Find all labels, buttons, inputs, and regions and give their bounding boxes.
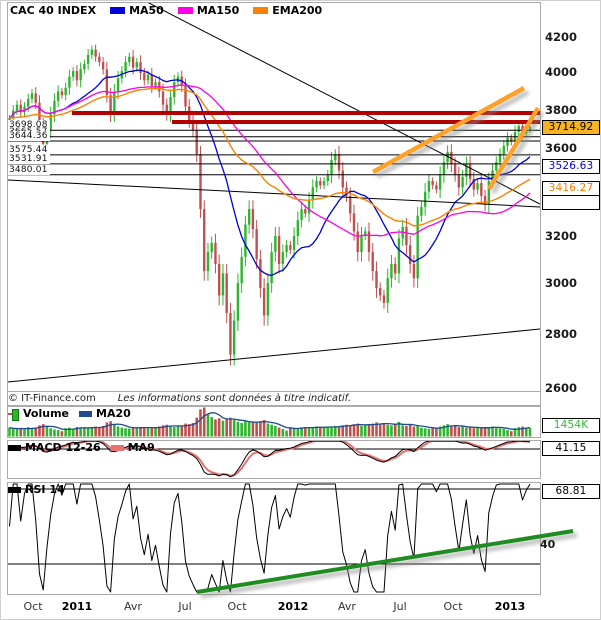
empty-value-box: [542, 195, 600, 210]
time-tick: 2013: [494, 600, 526, 613]
time-tick: Jul: [393, 600, 407, 613]
ma50-value-box: 3526.63: [542, 159, 600, 174]
support-level-label: 3698.08: [8, 120, 50, 131]
time-tick: 2012: [277, 600, 309, 613]
time-tick: 2011: [61, 600, 93, 613]
time-tick: Avr: [124, 600, 142, 613]
volume-value-box: 1454K: [542, 418, 600, 433]
time-tick: Avr: [338, 600, 356, 613]
price-tick: 2800: [545, 327, 578, 341]
rsi-value-box: 68.81: [542, 484, 600, 499]
price-tick: 3800: [545, 103, 578, 117]
disclaimer-text: Les informations sont données à titre in…: [117, 393, 352, 404]
time-tick: Oct: [23, 600, 43, 613]
support-level-label: 3531.91: [8, 153, 50, 164]
ema200-value-box: 3416.27: [542, 181, 600, 196]
price-tick: 3000: [545, 276, 578, 290]
price-tick: 3600: [545, 141, 578, 155]
support-level-label: 3575.44: [8, 144, 50, 155]
macd-value-box: 41.15: [542, 441, 600, 456]
time-tick: Oct: [443, 600, 463, 613]
price-tick: 4000: [545, 65, 578, 79]
price-tick: 4200: [545, 30, 578, 44]
price-tick: 2600: [545, 381, 578, 395]
source-credit: © IT-Finance.com: [8, 393, 96, 404]
rsi-40-level-label: 40: [540, 538, 556, 551]
price-tick: 3200: [545, 229, 578, 243]
last-price-box: 3714.92: [542, 120, 600, 135]
time-tick: Jul: [178, 600, 192, 613]
time-tick: Oct: [227, 600, 247, 613]
support-level-label: 3644.36: [8, 130, 50, 141]
support-level-label: 3480.01: [8, 164, 50, 175]
copyright-bar: © IT-Finance.com Les informations sont d…: [0, 392, 540, 405]
